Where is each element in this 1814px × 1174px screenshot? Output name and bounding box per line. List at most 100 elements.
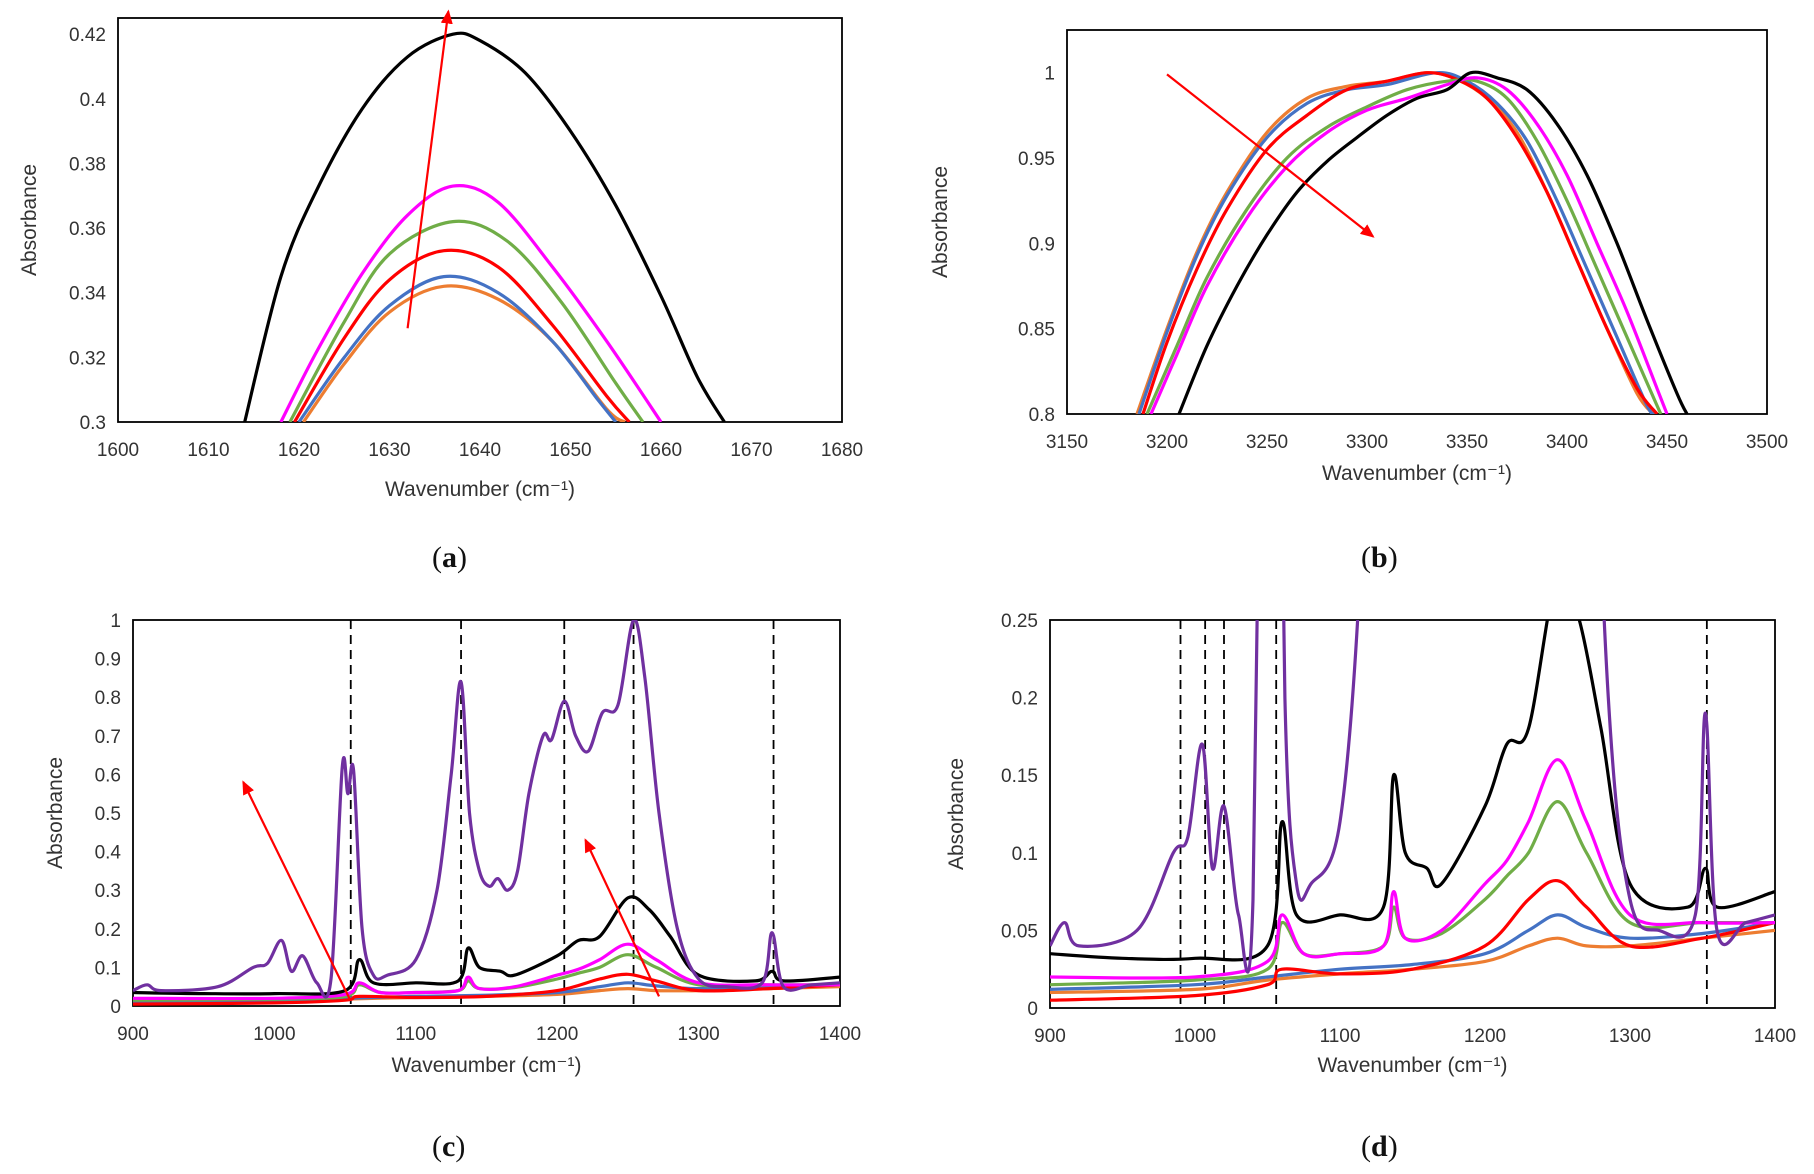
y-tick-label: 0.34 (69, 284, 106, 305)
x-tick-label: 1400 (1754, 1026, 1796, 1047)
x-tick-label: 3450 (1646, 432, 1688, 453)
y-tick-label: 0 (1027, 999, 1038, 1020)
series-line-red (133, 972, 840, 1006)
x-tick-label: 1670 (730, 440, 772, 461)
series-line-blue (297, 274, 618, 422)
series-line-magenta (279, 184, 663, 422)
series-line-green (1145, 78, 1663, 414)
series-line-purple (133, 620, 840, 999)
chart-c: 0 0.1 0.2 0.3 0.4 0.5 0.6 0.7 0.8 0.9 1 900 1000 1100… (44, 611, 861, 1077)
x-tick-label: 3400 (1546, 432, 1588, 453)
plot-area-d (1049, 619, 1776, 1009)
series-line-red (293, 248, 631, 422)
chart-a: 0.3 0.32 0.34 0.36 0.38 0.4 0.42 1600 1610 1620 16… (18, 9, 863, 501)
y-tick-label: 0.36 (69, 219, 106, 240)
y-tick-label: 0.05 (1001, 921, 1038, 942)
y-axis-title: Absorbance (945, 758, 968, 870)
series-line-black (243, 31, 726, 422)
y-tick-label: 0.2 (1012, 689, 1038, 710)
y-tick-label: 0.6 (95, 765, 121, 786)
caption-b: (b) (1361, 541, 1398, 574)
y-axis-title: Absorbance (929, 166, 952, 278)
y-tick-label: 0.85 (1018, 320, 1055, 341)
panel-d: 0 0.05 0.1 0.15 0.2 0.25 900 1000 1100 1200 1300 14… (907, 590, 1814, 1174)
y-tick-label: 0.32 (69, 348, 106, 369)
x-axis-title: Wavenumber (cm⁻¹) (392, 1054, 582, 1077)
x-tick-label: 1300 (677, 1024, 719, 1045)
y-tick-label: 0.25 (1001, 611, 1038, 632)
series-line-red (1141, 71, 1659, 414)
x-tick-label: 1630 (368, 440, 410, 461)
x-tick-label: 1100 (1320, 1026, 1361, 1047)
x-tick-label: 1660 (640, 440, 682, 461)
x-tick-label: 1640 (459, 440, 501, 461)
caption-d: (d) (1361, 1130, 1398, 1163)
x-tick-label: 3500 (1746, 432, 1788, 453)
series-line-magenta (1050, 758, 1775, 980)
y-tick-label: 0.3 (80, 413, 106, 434)
series-line-red (1050, 879, 1775, 1002)
series-line-magenta (1149, 76, 1669, 414)
x-tick-label: 1000 (253, 1024, 295, 1045)
y-tick-label: 0.95 (1018, 149, 1055, 170)
x-tick-label: 1200 (1464, 1026, 1506, 1047)
y-tick-label: 0.42 (69, 25, 106, 46)
x-axis-title: Wavenumber (cm⁻¹) (385, 478, 575, 501)
x-axis-title: Wavenumber (cm⁻¹) (1318, 1054, 1508, 1077)
panel-c: 0 0.1 0.2 0.3 0.4 0.5 0.6 0.7 0.8 0.9 1 900 1000 1100… (0, 590, 900, 1174)
series-line-blue (1050, 913, 1775, 991)
x-axis-title: Wavenumber (cm⁻¹) (1322, 462, 1512, 485)
y-tick-label: 0.15 (1001, 766, 1038, 787)
y-tick-label: 0 (110, 997, 121, 1018)
x-tick-label: 900 (1034, 1026, 1066, 1047)
x-tick-label: 3300 (1346, 432, 1388, 453)
x-tick-label: 900 (117, 1024, 149, 1045)
x-tick-label: 1680 (821, 440, 863, 461)
x-tick-label: 1400 (819, 1024, 861, 1045)
y-tick-label: 0.1 (1012, 844, 1038, 865)
series-line-purple (1050, 620, 1775, 974)
panel-b: 0.8 0.85 0.9 0.95 1 3150 3200 3250 3300 3350 3400 3… (907, 0, 1814, 580)
trend-arrow (1166, 73, 1375, 238)
series-line-magenta (133, 942, 840, 1001)
y-tick-label: 0.8 (95, 688, 121, 709)
y-tick-label: 0.38 (69, 154, 106, 175)
y-axis-title: Absorbance (18, 164, 41, 276)
x-tick-label: 3250 (1246, 432, 1288, 453)
plot-content-d (1050, 620, 1775, 1008)
plot-area-c (132, 619, 841, 1007)
series-line-green (288, 219, 645, 422)
chart-b: 0.8 0.85 0.9 0.95 1 3150 3200 3250 3300 3350 3400 3… (929, 29, 1788, 485)
y-tick-label: 0.9 (1029, 234, 1055, 255)
trend-arrow (242, 780, 351, 999)
x-tick-label: 1650 (549, 440, 591, 461)
y-tick-label: 0.7 (95, 727, 121, 748)
trend-arrow (406, 9, 453, 329)
y-tick-label: 1 (110, 611, 121, 632)
plot-content-a (243, 31, 726, 422)
x-tick-label: 1620 (278, 440, 320, 461)
y-tick-label: 0.1 (95, 958, 121, 979)
x-tick-label: 3150 (1046, 432, 1088, 453)
trend-arrow (584, 838, 661, 997)
x-tick-label: 1100 (395, 1024, 436, 1045)
y-axis-title: Absorbance (44, 757, 67, 869)
y-tick-label: 0.4 (95, 843, 122, 864)
y-tick-label: 0.8 (1029, 405, 1055, 426)
x-tick-label: 1610 (187, 440, 229, 461)
x-tick-label: 1200 (536, 1024, 578, 1045)
y-tick-label: 1 (1044, 64, 1055, 85)
y-tick-label: 0.4 (80, 90, 107, 111)
x-tick-label: 1000 (1174, 1026, 1216, 1047)
chart-d: 0 0.05 0.1 0.15 0.2 0.25 900 1000 1100 1200 1300 14… (945, 611, 1796, 1077)
y-tick-label: 0.2 (95, 920, 121, 941)
y-tick-label: 0.5 (95, 804, 121, 825)
plot-content-c (133, 620, 840, 1006)
series-line-black (133, 895, 840, 996)
caption-a: (a) (432, 541, 467, 574)
series-line-black (1177, 70, 1689, 414)
y-tick-label: 0.9 (95, 650, 121, 671)
x-tick-label: 3200 (1146, 432, 1188, 453)
x-tick-label: 1300 (1609, 1026, 1651, 1047)
panel-a: 0.3 0.32 0.34 0.36 0.38 0.4 0.42 1600 1610 1620 16… (0, 0, 900, 580)
